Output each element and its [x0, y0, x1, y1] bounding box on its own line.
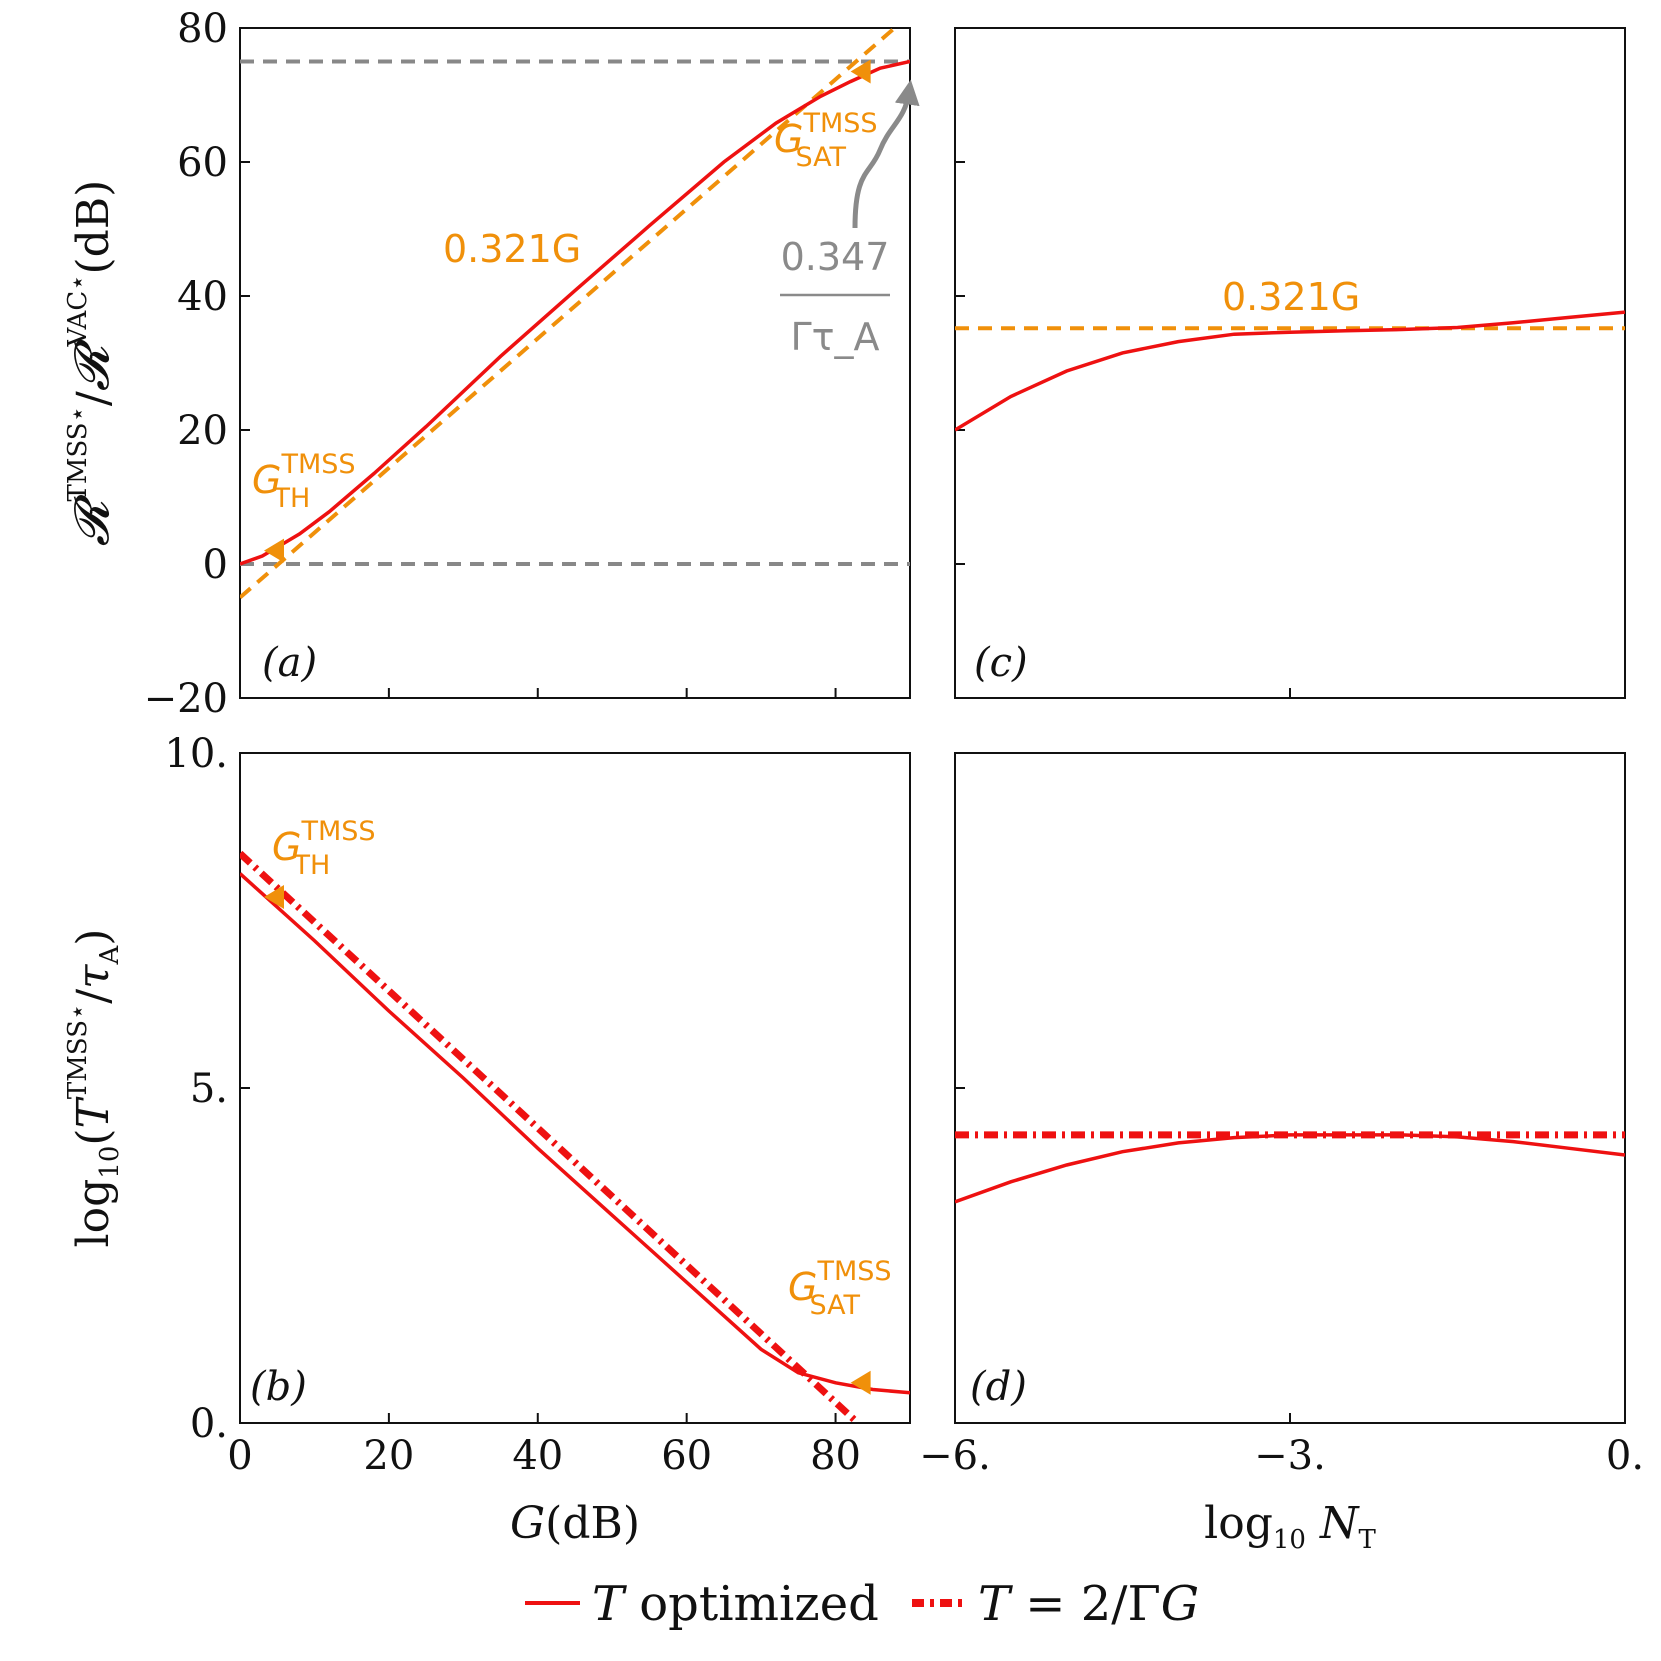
legend-fixed-label: T = 2/ΓG: [978, 1576, 1199, 1632]
panel-a-optimized-curve: [240, 59, 910, 566]
panel-d-label: (d): [970, 1364, 1027, 1410]
panel-b-saturation-annotation: GTMSS SAT: [788, 1256, 892, 1321]
panel-c-slope-annotation: 0.321G: [1222, 275, 1360, 319]
panel-a-threshold-annotation: GTMSS TH: [252, 449, 356, 514]
tick-labels: −20 0 20 40 60 80 0. 5. 10. 0 20 40 60 80 −6. −3. 0.: [144, 6, 1645, 1479]
panel-b-x-tick-label: 0: [227, 1433, 252, 1479]
panel-b-threshold-annotation: GTMSS TH: [272, 816, 376, 881]
panel-a-y-tick-label: 20: [177, 408, 228, 454]
panel-a-marker-saturation: [850, 59, 871, 84]
panel-b-y-tick-label: 0.: [190, 1401, 228, 1447]
legend-optimized-label: T optimized: [592, 1576, 879, 1632]
panel-b-label: (b): [250, 1364, 307, 1410]
panel-b-markers: [263, 885, 871, 1395]
panel-a-saturation-arrow: [852, 79, 920, 229]
legend: T optimized T = 2/ΓG: [525, 1576, 1199, 1632]
panel-a-y-tick-label: 60: [177, 140, 228, 186]
tick-marks: [239, 27, 1626, 1424]
panel-b-x-axis-label: G(dB): [510, 1498, 640, 1549]
panel-a-plot-area: [240, 28, 910, 600]
panel-b-x-tick-label: 80: [810, 1433, 861, 1479]
panel-d-x-tick-label: −6.: [919, 1433, 991, 1479]
panel-c-plot-area: [955, 310, 1625, 432]
panel-b-x-tick-label: 40: [512, 1433, 563, 1479]
panel-a-label: (a): [262, 640, 317, 686]
panel-a-y-tick-label: 80: [177, 6, 228, 52]
panel-a-y-tick-label: 40: [177, 274, 228, 320]
panel-d-x-axis-label: log10 NT: [1204, 1498, 1376, 1555]
panel-d-frame: [954, 752, 1626, 1424]
panel-a-y-tick-label: 0: [203, 542, 228, 588]
panel-a-saturation-ratio-numerator: 0.347: [781, 235, 890, 279]
panel-b-x-tick-label: 20: [363, 1433, 414, 1479]
panel-b-marker-threshold: [263, 885, 284, 910]
panel-b-marker-saturation: [850, 1370, 871, 1395]
panel-a-slope-annotation: 0.321G: [443, 227, 581, 271]
panel-d-x-tick-label: −3.: [1254, 1433, 1326, 1479]
panel-b-y-axis-label: log10(TTMSS⋆/τA): [63, 929, 125, 1248]
panel-a-saturation-ratio-denominator: Γτ_A: [790, 315, 879, 359]
panel-c-label: (c): [974, 640, 1028, 686]
panel-c-frame: [954, 27, 1626, 699]
panel-a-saturation-annotation: GTMSS SAT: [774, 108, 878, 173]
panel-d-optimized-curve: [955, 1133, 1625, 1204]
panel-a-markers: [263, 59, 871, 563]
panel-a-frame: [239, 27, 911, 699]
panel-d-plot-area: [955, 1131, 1625, 1204]
panel-b-optimized-curve: [240, 872, 910, 1395]
panel-b-y-tick-label: 5.: [190, 1066, 228, 1112]
panel-a-y-tick-label: −20: [144, 676, 228, 722]
panel-b-fixed-time-line: [240, 850, 861, 1423]
panel-a-y-axis-label: 𝓡TMSS⋆/𝓡VAC⋆(dB): [63, 180, 120, 547]
panel-b-frame: [239, 752, 911, 1424]
panel-a-marker-threshold: [263, 538, 284, 563]
panel-b-y-tick-label: 10.: [164, 731, 228, 777]
panel-b-plot-area: [240, 850, 910, 1423]
panel-b-x-tick-label: 60: [661, 1433, 712, 1479]
panel-d-x-tick-label: 0.: [1606, 1433, 1644, 1479]
panel-c-optimized-curve: [955, 310, 1625, 432]
